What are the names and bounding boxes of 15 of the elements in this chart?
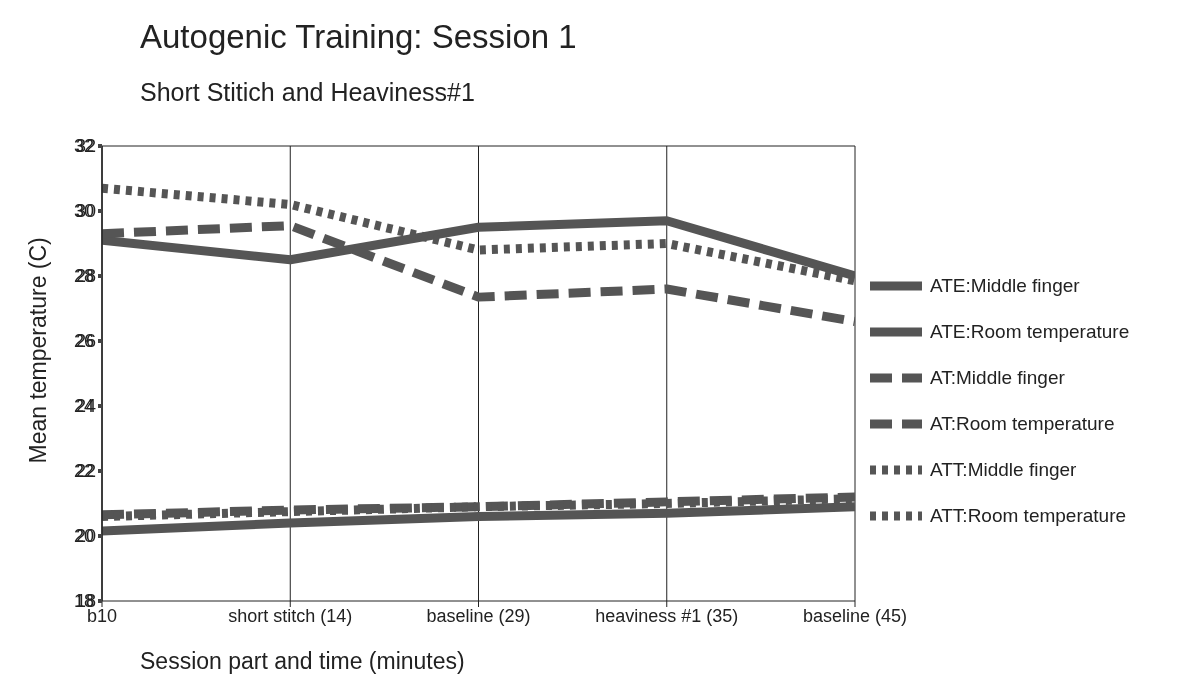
legend-label: ATE:Middle finger	[930, 275, 1080, 297]
legend-label: ATT:Room temperature	[930, 505, 1127, 527]
legend-label: AT:Room temperature	[930, 413, 1115, 435]
chart-title: Autogenic Training: Session 1	[140, 18, 577, 56]
x-tick-label: baseline (45)	[802, 605, 908, 626]
legend-label: ATE:Room temperature	[930, 321, 1130, 343]
legend-label: AT:Middle finger	[930, 367, 1065, 389]
legend-label: ATT:Middle finger	[930, 459, 1077, 481]
y-axis-title: Mean temperature (C)	[25, 237, 52, 464]
y-tick-label: 30	[75, 201, 96, 222]
x-tick-label: heaviness #1 (35)	[595, 605, 739, 626]
x-axis-title: Session part and time (minutes)	[140, 648, 465, 675]
chart-subtitle: Short Stitich and Heaviness#1	[140, 78, 475, 107]
x-tick-label: short stitch (14)	[228, 605, 353, 626]
x-tick-label: baseline (29)	[426, 605, 531, 626]
